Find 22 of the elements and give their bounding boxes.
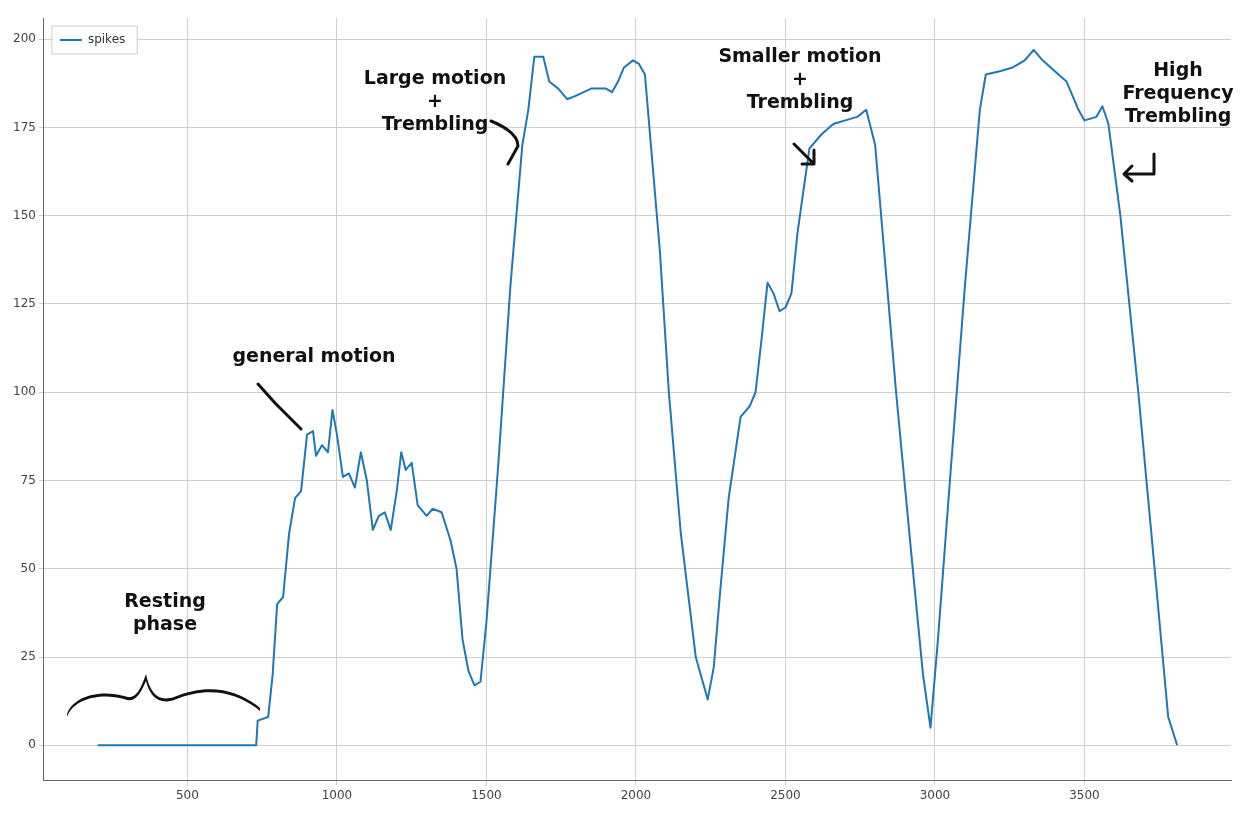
annotation: High Frequency Trembling (1122, 57, 1234, 127)
y-tick-label: 150 (13, 207, 36, 222)
x-tick-label: 3000 (919, 787, 951, 802)
x-tick-label: 2000 (620, 787, 652, 802)
y-tick-label: 200 (13, 31, 36, 46)
annotation: Resting phase (124, 589, 206, 635)
legend-label: spikes (87, 32, 126, 47)
x-tick-label: 1000 (321, 787, 353, 802)
y-tick-label: 125 (13, 296, 36, 311)
x-tick-label: 3500 (1069, 787, 1100, 802)
y-tick-label: 100 (13, 384, 36, 399)
y-tick-label: 50 (20, 560, 36, 575)
y-tick-label: 25 (20, 649, 36, 664)
x-tick-label: 2500 (770, 787, 801, 802)
annotation: Large motion + Trembling (363, 65, 507, 135)
y-tick-label: 75 (20, 472, 36, 487)
x-tick-label: 500 (175, 787, 199, 802)
x-tick-label: 1500 (471, 787, 502, 802)
y-tick-label: 0 (28, 737, 36, 752)
y-tick-label: 175 (13, 119, 36, 134)
annotation: Smaller motion + Trembling (718, 43, 882, 113)
annotation: general motion (232, 343, 396, 367)
